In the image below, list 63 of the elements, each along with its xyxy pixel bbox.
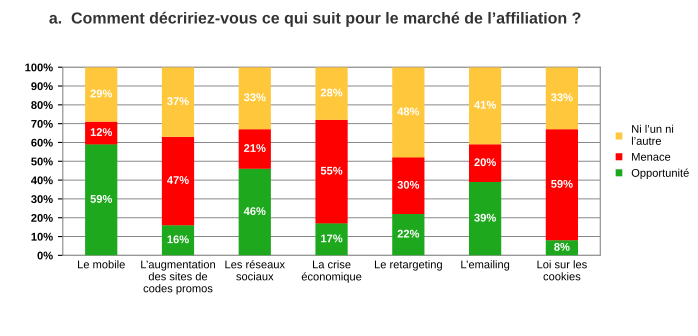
data-label: 17% [321,234,342,242]
data-label: 39% [474,214,496,222]
x-tick-label: La crise économique [302,260,362,283]
bar [315,67,348,120]
bar [238,67,271,130]
x-tick-label: Le retargeting [374,260,442,271]
data-label: 59% [90,194,112,203]
data-label: 41% [474,100,496,109]
x-tick-label: L’augmentation des sites de codes promos [141,260,215,295]
data-label: 33% [244,93,266,102]
data-label: 12% [90,128,112,136]
bar [162,225,194,256]
legend-label: Ni l’un ni l’autre [632,124,674,145]
data-label: 37% [167,97,189,106]
chart-title: a. Comment décririez-vous ce qui suit pour le marché de l’affiliation ? [49,12,580,27]
bar [85,67,118,122]
legend-label: Menace [632,153,670,161]
data-label: 20% [474,158,496,166]
data-label: 48% [397,107,420,116]
bar [238,168,271,256]
y-tick-label: 90% [31,82,53,90]
y-tick-label: 30% [31,195,53,204]
y-tick-label: 70% [31,120,53,128]
x-tick-label: Loi sur les cookies [537,260,587,280]
y-tick-label: 10% [32,232,53,241]
data-label: 47% [167,176,189,184]
data-label: 55% [320,166,342,175]
data-label: 16% [168,235,189,244]
bar [468,67,502,144]
y-tick-label: 0% [37,252,53,260]
bar [85,144,118,256]
bar [546,129,578,240]
bar [392,67,424,158]
data-label: 59% [551,180,573,188]
data-label: 8% [554,242,570,251]
y-tick-label: 60% [31,138,53,147]
x-tick-label: Les réseaux sociaux [225,260,285,280]
data-label: 46% [244,207,266,216]
bar [315,223,348,256]
data-label: 22% [398,230,420,238]
y-tick-label: 50% [31,158,53,166]
data-label: 28% [320,88,342,97]
bar [238,129,271,169]
x-tick-label: Le mobile [78,260,125,268]
bar [162,136,194,226]
x-tick-label: L’emailing [461,260,510,271]
legend-label: Opportunité [632,168,689,180]
bar [85,122,118,144]
y-tick-label: 40% [31,176,53,184]
data-label: 33% [551,93,573,102]
data-label: 21% [244,144,266,152]
bar [392,158,424,214]
y-tick-label: 100% [25,63,53,72]
data-label: 30% [397,180,420,189]
bar [468,144,502,182]
data-label: 29% [90,90,112,98]
bar [162,67,194,137]
y-tick-label: 20% [31,214,53,222]
bar [392,214,424,256]
bar [468,182,502,256]
bar [546,67,578,130]
y-tick-label: 80% [31,101,53,109]
bar [315,120,348,224]
